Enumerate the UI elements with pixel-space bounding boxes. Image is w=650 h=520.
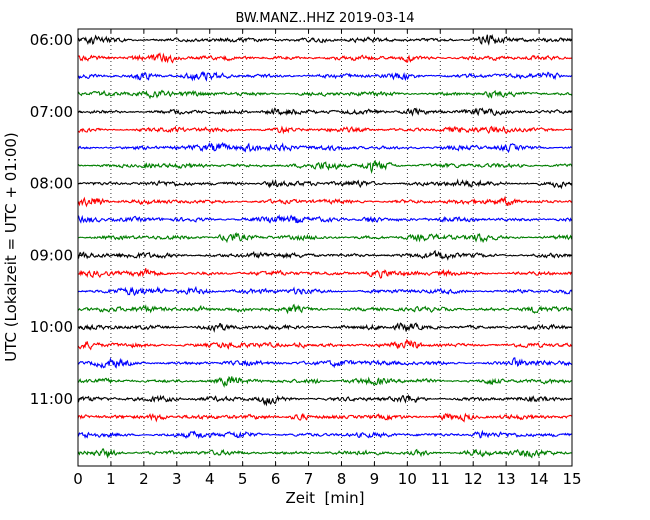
grid-lines (110, 29, 540, 466)
trace-line (77, 125, 573, 135)
trace-line (77, 412, 573, 423)
trace-line (77, 376, 573, 388)
trace-line (77, 71, 573, 82)
trace-line (77, 232, 573, 244)
x-tick-label: 2 (139, 470, 149, 488)
trace-line (77, 195, 573, 208)
x-tick-label: 1 (106, 470, 116, 488)
x-tick-label: 10 (398, 470, 417, 488)
trace-line (77, 448, 573, 459)
x-tick-label: 9 (370, 470, 380, 488)
y-tick-label: 09:00 (30, 246, 73, 264)
x-tick-label: 11 (431, 470, 450, 488)
x-tick-label: 3 (172, 470, 182, 488)
trace-line (77, 33, 573, 46)
y-axis-label: UTC (Lokalzeit = UTC + 01:00) (2, 132, 20, 362)
trace-line (77, 285, 573, 297)
x-tick-label: 15 (562, 470, 581, 488)
y-tick-label: 06:00 (30, 31, 73, 49)
y-axis: 06:00 07:00 08:00 09:00 10:00 11:00 (30, 31, 572, 408)
trace-line (77, 141, 573, 154)
x-tick-label: 0 (73, 470, 83, 488)
trace-line (77, 338, 573, 351)
trace-line (77, 89, 573, 100)
x-tick-label: 12 (464, 470, 483, 488)
trace-line (77, 322, 573, 333)
x-axis-label: Zeit [min] (285, 489, 364, 507)
x-tick-label: 7 (304, 470, 314, 488)
y-tick-label: 10:00 (30, 318, 73, 336)
trace-line (77, 268, 573, 279)
trace-line (77, 394, 573, 407)
trace-line (77, 429, 573, 440)
x-tick-label: 13 (497, 470, 516, 488)
trace-line (77, 249, 573, 261)
trace-line (77, 159, 573, 174)
plot-frame (77, 28, 573, 467)
x-tick-label: 14 (530, 470, 549, 488)
y-tick-label: 11:00 (30, 390, 73, 408)
trace-line (77, 214, 573, 224)
trace-line (77, 357, 573, 369)
chart-title: BW.MANZ..HHZ 2019-03-14 (235, 11, 415, 26)
x-tick-label: 4 (205, 470, 215, 488)
trace-line (77, 107, 573, 117)
y-tick-label: 07:00 (30, 103, 73, 121)
seismic-traces (77, 33, 573, 459)
trace-line (77, 178, 573, 190)
x-tick-label: 6 (271, 470, 281, 488)
y-tick-label: 08:00 (30, 175, 73, 193)
x-tick-label: 8 (337, 470, 347, 488)
x-tick-label: 5 (238, 470, 248, 488)
trace-line (77, 303, 573, 315)
trace-line (77, 52, 573, 64)
x-axis: 0 1 2 3 4 5 6 7 8 9 10 11 12 13 14 15 (73, 29, 582, 488)
